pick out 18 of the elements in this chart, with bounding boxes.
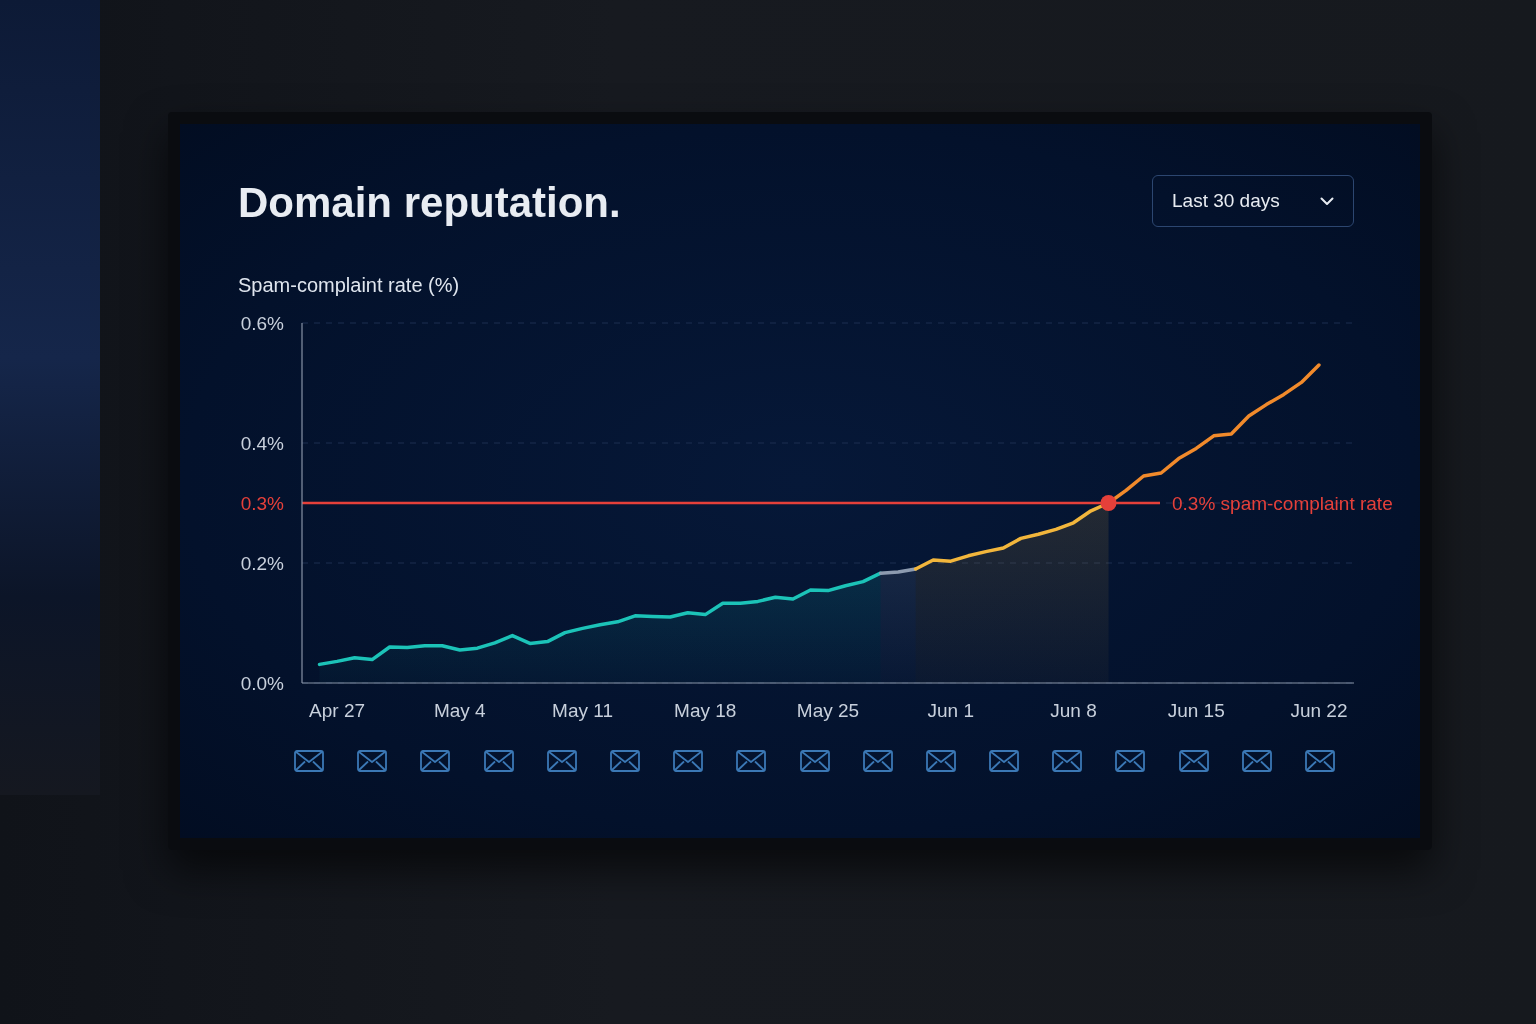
y-tick-label: 0.2%: [240, 552, 285, 574]
chart-title: Domain reputation.: [238, 179, 621, 226]
x-tick-label: Jun 1: [927, 700, 974, 722]
x-tick-label: Jun 15: [1167, 700, 1225, 722]
x-tick-label: May 4: [433, 700, 487, 722]
y-tick-label: 0.3%: [240, 492, 285, 514]
dropdown: Last 30 days: [1152, 175, 1354, 227]
x-tick-label: May 18: [674, 700, 737, 722]
y-tick-label: 0.0%: [240, 672, 285, 694]
ref-line-label: 0.3% spam-complaint rate: [1172, 492, 1393, 514]
x-tick-label: Jun 22: [1290, 700, 1348, 722]
x-tick-label: Apr 27: [309, 700, 366, 722]
x-tick-label: May 11: [552, 700, 613, 722]
y-tick-label: 0.6%: [240, 312, 285, 334]
x-tick-label: Jun 8: [1050, 700, 1097, 722]
x-tick-label: May 25: [796, 700, 860, 722]
y-axis-title: Spam-complaint rate (%): [238, 274, 460, 296]
y-tick-label: 0.4%: [240, 432, 285, 454]
